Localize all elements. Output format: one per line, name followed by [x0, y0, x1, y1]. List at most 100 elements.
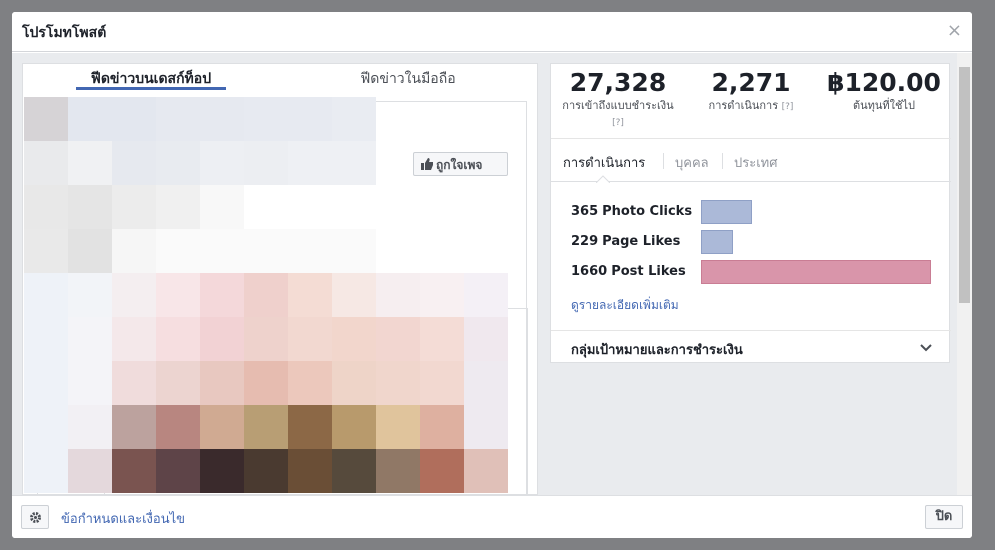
pixel	[420, 273, 464, 317]
preview-tab[interactable]: ฟีดข่าวในมือถือ	[360, 71, 456, 87]
pixel	[288, 361, 332, 405]
pixel	[376, 361, 420, 405]
pixel	[420, 449, 464, 493]
tab-underline	[76, 87, 226, 90]
separator	[663, 153, 664, 169]
terms-link[interactable]: ข้อกำหนดและเงื่อนไข	[61, 512, 186, 527]
pixel	[112, 97, 156, 141]
pixel	[200, 185, 244, 229]
pixel	[24, 273, 68, 317]
help-link[interactable]: [?]	[781, 102, 794, 112]
pixel	[24, 97, 68, 141]
help-link[interactable]: [?]	[612, 118, 624, 128]
pixel	[244, 317, 288, 361]
pixel	[200, 361, 244, 405]
pixel	[244, 273, 288, 317]
stat-value: 27,328	[569, 68, 667, 97]
insight-tabs: การดำเนินการ บุคคล ประเทศ	[551, 138, 951, 183]
pixel	[200, 273, 244, 317]
dialog-title: โปรโมทโพสต์	[22, 25, 107, 41]
pixel	[68, 229, 112, 273]
pixel	[112, 405, 156, 449]
pixel	[112, 141, 156, 185]
stat-value: 2,271	[711, 68, 791, 97]
stat: 2,271 การดำเนินการ [?]	[684, 68, 818, 115]
pixel	[200, 405, 244, 449]
pixel	[68, 449, 112, 493]
section-title: กลุ่มเป้าหมายและการชำระเงิน	[571, 343, 743, 358]
insight-tab[interactable]: บุคคล	[675, 156, 709, 171]
action-count: 1660	[571, 264, 608, 279]
promote-dialog: โปรโมทโพสต์ × ฟีดข่าวบนเดสก์ท็อป ฟีดข่าว…	[12, 12, 972, 538]
pixel	[376, 273, 420, 317]
pixel	[156, 185, 200, 229]
stat: ฿120.00 ต้นทุนที่ใช้ไป	[817, 68, 951, 114]
pixel	[464, 405, 508, 449]
pixel	[376, 317, 420, 361]
gear-icon	[30, 512, 41, 523]
pixel	[244, 449, 288, 493]
pixel	[68, 97, 112, 141]
insight-tab[interactable]: การดำเนินการ	[563, 156, 646, 171]
stat: 27,328 การเข้าถึงแบบชำระเงิน [?]	[551, 68, 685, 131]
pixel	[200, 317, 244, 361]
pixel	[288, 273, 332, 317]
pixel	[332, 273, 376, 317]
pixel	[288, 141, 332, 185]
pixel	[24, 317, 68, 361]
close-icon[interactable]: ×	[946, 20, 962, 41]
scrollbar[interactable]	[957, 53, 972, 495]
pixel	[464, 317, 508, 361]
separator	[722, 153, 723, 169]
pixel	[420, 317, 464, 361]
pixel	[112, 273, 156, 317]
pixel	[464, 449, 508, 493]
pixel	[112, 229, 156, 273]
pixel	[68, 273, 112, 317]
pixel	[420, 405, 464, 449]
pixel	[156, 141, 200, 185]
like-page-button[interactable]: ถูกใจเพจ	[413, 152, 508, 176]
pixel	[288, 449, 332, 493]
action-count: 365	[571, 204, 599, 219]
pixel	[288, 97, 332, 141]
action-bar	[701, 260, 931, 284]
insight-tab[interactable]: ประเทศ	[734, 156, 778, 171]
pixel	[68, 317, 112, 361]
pixel	[156, 229, 200, 273]
stat-value: ฿120.00	[827, 68, 941, 97]
pixel	[68, 185, 112, 229]
insights-panel: 27,328 การเข้าถึงแบบชำระเงิน [?] 2,271 การด…	[550, 63, 951, 495]
settings-button[interactable]	[21, 505, 49, 529]
pixel	[420, 361, 464, 405]
stat-label-wrap: การเข้าถึงแบบชำระเงิน [?]	[551, 98, 685, 131]
action-name: Page Likes	[602, 234, 681, 249]
action-label: 1660 Post Likes	[571, 264, 686, 279]
pixel	[68, 141, 112, 185]
pixel	[332, 141, 376, 185]
stat-label-wrap: ต้นทุนที่ใช้ไป	[817, 98, 951, 114]
dialog-header: โปรโมทโพสต์ ×	[12, 12, 972, 52]
pixel	[244, 361, 288, 405]
pixel	[332, 317, 376, 361]
pixel	[156, 405, 200, 449]
pixel	[244, 229, 288, 273]
pixel	[332, 449, 376, 493]
audience-section[interactable]: กลุ่มเป้าหมายและการชำระเงิน	[551, 330, 951, 364]
preview-tab[interactable]: ฟีดข่าวบนเดสก์ท็อป	[90, 71, 212, 87]
more-link[interactable]: ดูรายละเอียดเพิ่มเติม	[571, 298, 679, 312]
pixel	[156, 273, 200, 317]
stat-label-wrap: การดำเนินการ [?]	[684, 98, 818, 115]
scroll-thumb[interactable]	[959, 67, 970, 303]
pixel	[244, 141, 288, 185]
pixel	[24, 141, 68, 185]
pixel	[200, 141, 244, 185]
dialog-body: ฟีดข่าวบนเดสก์ท็อป ฟีดข่าวในมือถือ ถูกใจ…	[12, 53, 972, 495]
close-button[interactable]: ปิด	[925, 505, 963, 529]
pixel	[200, 97, 244, 141]
action-name: Post Likes	[611, 264, 686, 279]
pixel	[156, 317, 200, 361]
pixel	[24, 229, 68, 273]
pixel	[68, 361, 112, 405]
